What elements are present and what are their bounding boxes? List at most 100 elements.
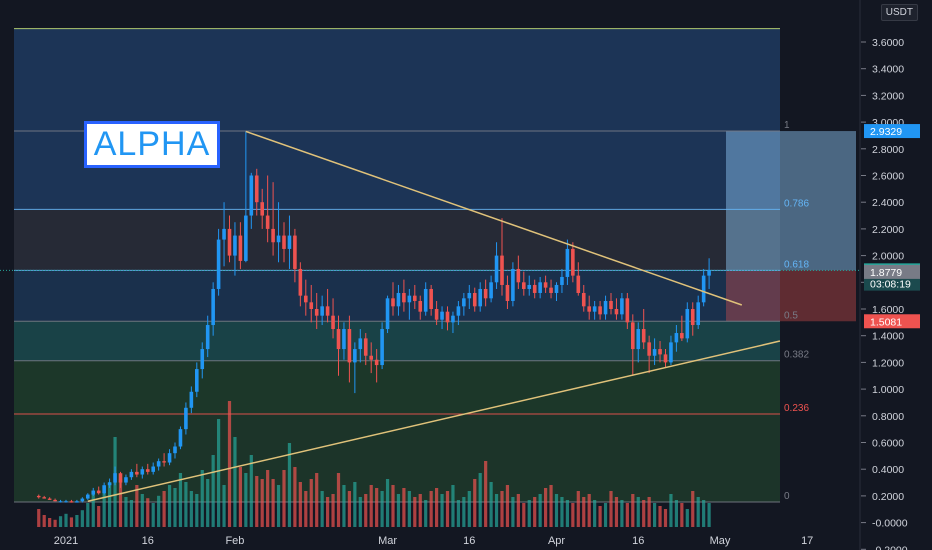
- volume-bar: [691, 491, 695, 527]
- volume-bar: [505, 485, 510, 527]
- volume-bar: [560, 497, 564, 527]
- badge-fib1: [864, 124, 920, 139]
- volume-bar: [418, 494, 422, 527]
- candle-body: [625, 298, 630, 323]
- volume-bar: [129, 500, 133, 527]
- candle-body: [505, 284, 510, 301]
- candle-body: [451, 315, 455, 323]
- volume-bar: [653, 503, 657, 527]
- volume-bar: [489, 482, 493, 527]
- candle-body: [429, 288, 433, 309]
- volume-bar: [124, 497, 128, 527]
- candle-body: [636, 329, 641, 350]
- fib-level-labels: 1 0.786 0.618 0.5 0.382 0.236 0: [784, 120, 809, 502]
- candle-body: [358, 338, 363, 350]
- price-tick-label: 2.4000: [872, 197, 904, 209]
- price-tick-label: 0.8000: [872, 411, 904, 423]
- candle-body: [614, 309, 619, 315]
- time-tick-label: 16: [463, 535, 475, 547]
- volume-bar: [636, 497, 640, 527]
- volume-bar: [249, 455, 253, 527]
- volume-bar: [593, 500, 597, 527]
- candle-body: [538, 282, 542, 293]
- candle-body: [151, 466, 155, 472]
- currency-selector[interactable]: USDT: [880, 4, 918, 21]
- fib-label: 0: [784, 491, 790, 502]
- time-tick-label: Feb: [225, 535, 244, 547]
- volume-bar: [342, 485, 346, 527]
- time-tick-label: 17: [801, 535, 813, 547]
- fib-lines: [0, 28, 860, 503]
- volume-bar: [336, 473, 341, 527]
- candle-body: [690, 309, 695, 326]
- volume-bar: [315, 473, 319, 527]
- volume-bar: [347, 491, 351, 527]
- candle-body: [483, 288, 488, 299]
- candle-body: [543, 282, 548, 288]
- candle-body: [418, 300, 423, 312]
- candle-body: [707, 270, 711, 276]
- candle-body: [325, 306, 330, 316]
- volume-bar: [53, 519, 57, 527]
- volume-bar: [298, 482, 302, 527]
- volume-bar: [587, 494, 591, 527]
- candle-body: [380, 329, 384, 366]
- volume-bar: [108, 482, 112, 527]
- candle-body: [434, 309, 439, 320]
- candle-body: [478, 288, 482, 307]
- price-tick-label: 0.4000: [872, 464, 904, 476]
- volume-bar: [380, 491, 384, 527]
- candle-body: [298, 268, 303, 296]
- candle-body: [685, 309, 690, 339]
- volume-bar: [331, 494, 335, 527]
- volume-bar: [462, 497, 466, 527]
- candle-body: [309, 302, 314, 309]
- candle-body: [609, 300, 613, 309]
- fib-band: [14, 414, 780, 503]
- volume-bar: [135, 485, 139, 527]
- candle-body: [36, 495, 41, 498]
- candle-body: [363, 338, 368, 356]
- price-tick-label: 2.2000: [872, 224, 904, 236]
- time-axis[interactable]: 2021 16 Feb Mar 16 Apr 16 May 17: [54, 535, 814, 547]
- volume-bar: [320, 491, 324, 527]
- candle-body: [238, 235, 243, 261]
- price-axis[interactable]: 3.60003.40003.20003.00002.80002.60002.40…: [861, 37, 908, 550]
- candle-body: [64, 501, 68, 503]
- volume-bar: [413, 497, 417, 527]
- trendlines: [87, 130, 781, 502]
- price-tick-label: 0.2000: [872, 491, 904, 503]
- candle-body: [260, 202, 264, 216]
- volume-bar: [440, 494, 444, 527]
- fib-label: 0.5: [784, 310, 798, 321]
- candle-body: [320, 306, 324, 316]
- candle-body: [680, 333, 684, 339]
- price-tick-label: 2.0000: [872, 251, 904, 263]
- volume-bar: [64, 513, 68, 527]
- candle-body: [560, 276, 564, 285]
- candle-body: [96, 490, 101, 494]
- fib-bands: [14, 28, 856, 503]
- volume-bar: [642, 500, 646, 527]
- volume-bar: [260, 479, 264, 527]
- candle-body: [156, 461, 161, 467]
- price-tick-label: 2.8000: [872, 144, 904, 156]
- badge-text-countdown: 03:08:19: [870, 279, 911, 291]
- candle-body: [516, 268, 521, 283]
- volume-bar: [544, 488, 548, 527]
- volume-bar: [48, 518, 52, 527]
- price-tick-label: 3.2000: [872, 90, 904, 102]
- logo-text: ALPHA: [93, 125, 211, 163]
- candle-body: [58, 501, 63, 503]
- candle-body: [47, 498, 52, 500]
- time-tick-label: 16: [142, 535, 154, 547]
- candle-body: [472, 292, 477, 307]
- volume-bar: [538, 494, 542, 527]
- volume-bar: [287, 443, 292, 527]
- volume-bar: [146, 498, 150, 527]
- candle-body: [500, 255, 504, 285]
- candle-body: [647, 342, 651, 356]
- volume-bar: [402, 488, 406, 527]
- risk-zone: [726, 270, 856, 322]
